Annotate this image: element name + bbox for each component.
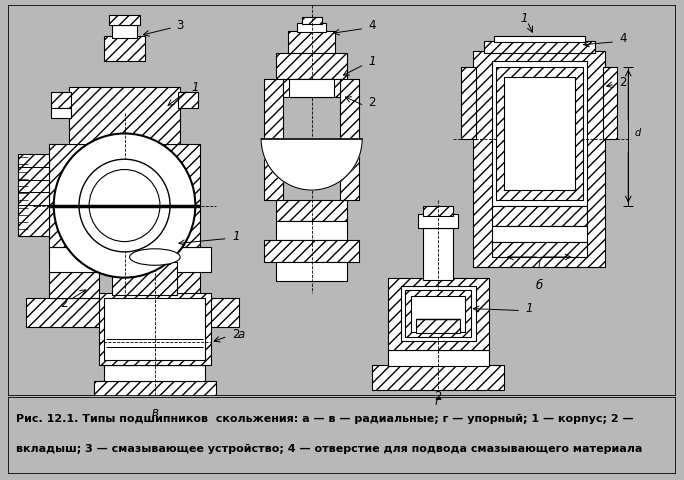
Text: 2: 2 (232, 328, 239, 341)
Bar (423, 205, 453, 216)
Bar (418, 214, 458, 228)
Bar (27, 298, 239, 327)
Bar (109, 15, 140, 25)
Bar (276, 53, 347, 79)
Bar (492, 61, 587, 205)
Ellipse shape (129, 249, 180, 265)
Bar (104, 298, 205, 365)
Bar (178, 92, 198, 108)
Bar (18, 154, 49, 237)
Text: l: l (538, 260, 540, 270)
Bar (473, 51, 605, 267)
Text: вкладыш; 3 — смазывающее устройство; 4 — отверстие для подвода смазывающего мате: вкладыш; 3 — смазывающее устройство; 4 —… (16, 444, 643, 454)
Bar (51, 108, 71, 118)
Bar (388, 277, 488, 349)
Bar (411, 296, 465, 332)
Bar (112, 25, 137, 38)
Bar (49, 247, 211, 273)
Bar (264, 79, 283, 201)
Text: 2: 2 (369, 96, 376, 109)
Bar (264, 240, 359, 262)
Text: 1: 1 (525, 302, 533, 315)
Text: в: в (151, 406, 158, 419)
Text: d: d (634, 129, 640, 139)
Text: 2: 2 (434, 389, 442, 403)
Bar (120, 252, 170, 264)
Bar (484, 41, 595, 53)
Bar (405, 290, 471, 337)
Bar (283, 79, 340, 97)
Bar (401, 286, 475, 341)
Bar (69, 87, 180, 144)
Bar (461, 67, 475, 139)
Bar (340, 79, 359, 201)
Bar (423, 228, 453, 280)
Bar (112, 262, 177, 295)
Bar (416, 319, 460, 333)
Bar (302, 17, 321, 24)
Text: 2: 2 (60, 297, 68, 310)
Bar (49, 144, 94, 247)
Bar (104, 365, 205, 381)
Text: г: г (435, 395, 441, 408)
Bar (492, 226, 587, 241)
Bar (150, 273, 200, 298)
Bar (289, 31, 335, 53)
Text: Рис. 12.1. Типы подшипников  скольжения: а — в — радиальные; г — упорный; 1 — ко: Рис. 12.1. Типы подшипников скольжения: … (16, 414, 634, 424)
Circle shape (54, 133, 196, 277)
Text: 1: 1 (369, 55, 376, 68)
Text: 3: 3 (176, 19, 184, 32)
Bar (298, 24, 326, 32)
Bar (155, 144, 200, 247)
Bar (122, 223, 167, 235)
Bar (603, 67, 617, 139)
Text: 1: 1 (521, 12, 528, 24)
Bar (99, 293, 211, 365)
Bar (49, 273, 99, 298)
Bar (276, 221, 347, 240)
Bar (372, 365, 504, 390)
Text: 1: 1 (232, 230, 239, 243)
Text: 4: 4 (369, 19, 376, 32)
Bar (494, 36, 585, 42)
Circle shape (79, 159, 170, 252)
Bar (51, 92, 71, 108)
Circle shape (89, 169, 160, 241)
Bar (388, 349, 488, 366)
Bar (116, 233, 173, 252)
Bar (276, 201, 347, 221)
Bar (492, 205, 587, 226)
Text: 1: 1 (192, 81, 199, 94)
Bar (94, 381, 215, 403)
Text: а: а (237, 328, 244, 341)
Text: б: б (536, 279, 543, 292)
Bar (492, 241, 587, 257)
Bar (289, 79, 334, 97)
Bar (104, 36, 145, 61)
Bar (496, 67, 583, 201)
Text: 4: 4 (620, 32, 627, 45)
Text: 2: 2 (620, 75, 627, 88)
Bar (276, 262, 347, 281)
Polygon shape (261, 139, 363, 190)
Bar (504, 77, 575, 190)
Bar (104, 298, 205, 360)
